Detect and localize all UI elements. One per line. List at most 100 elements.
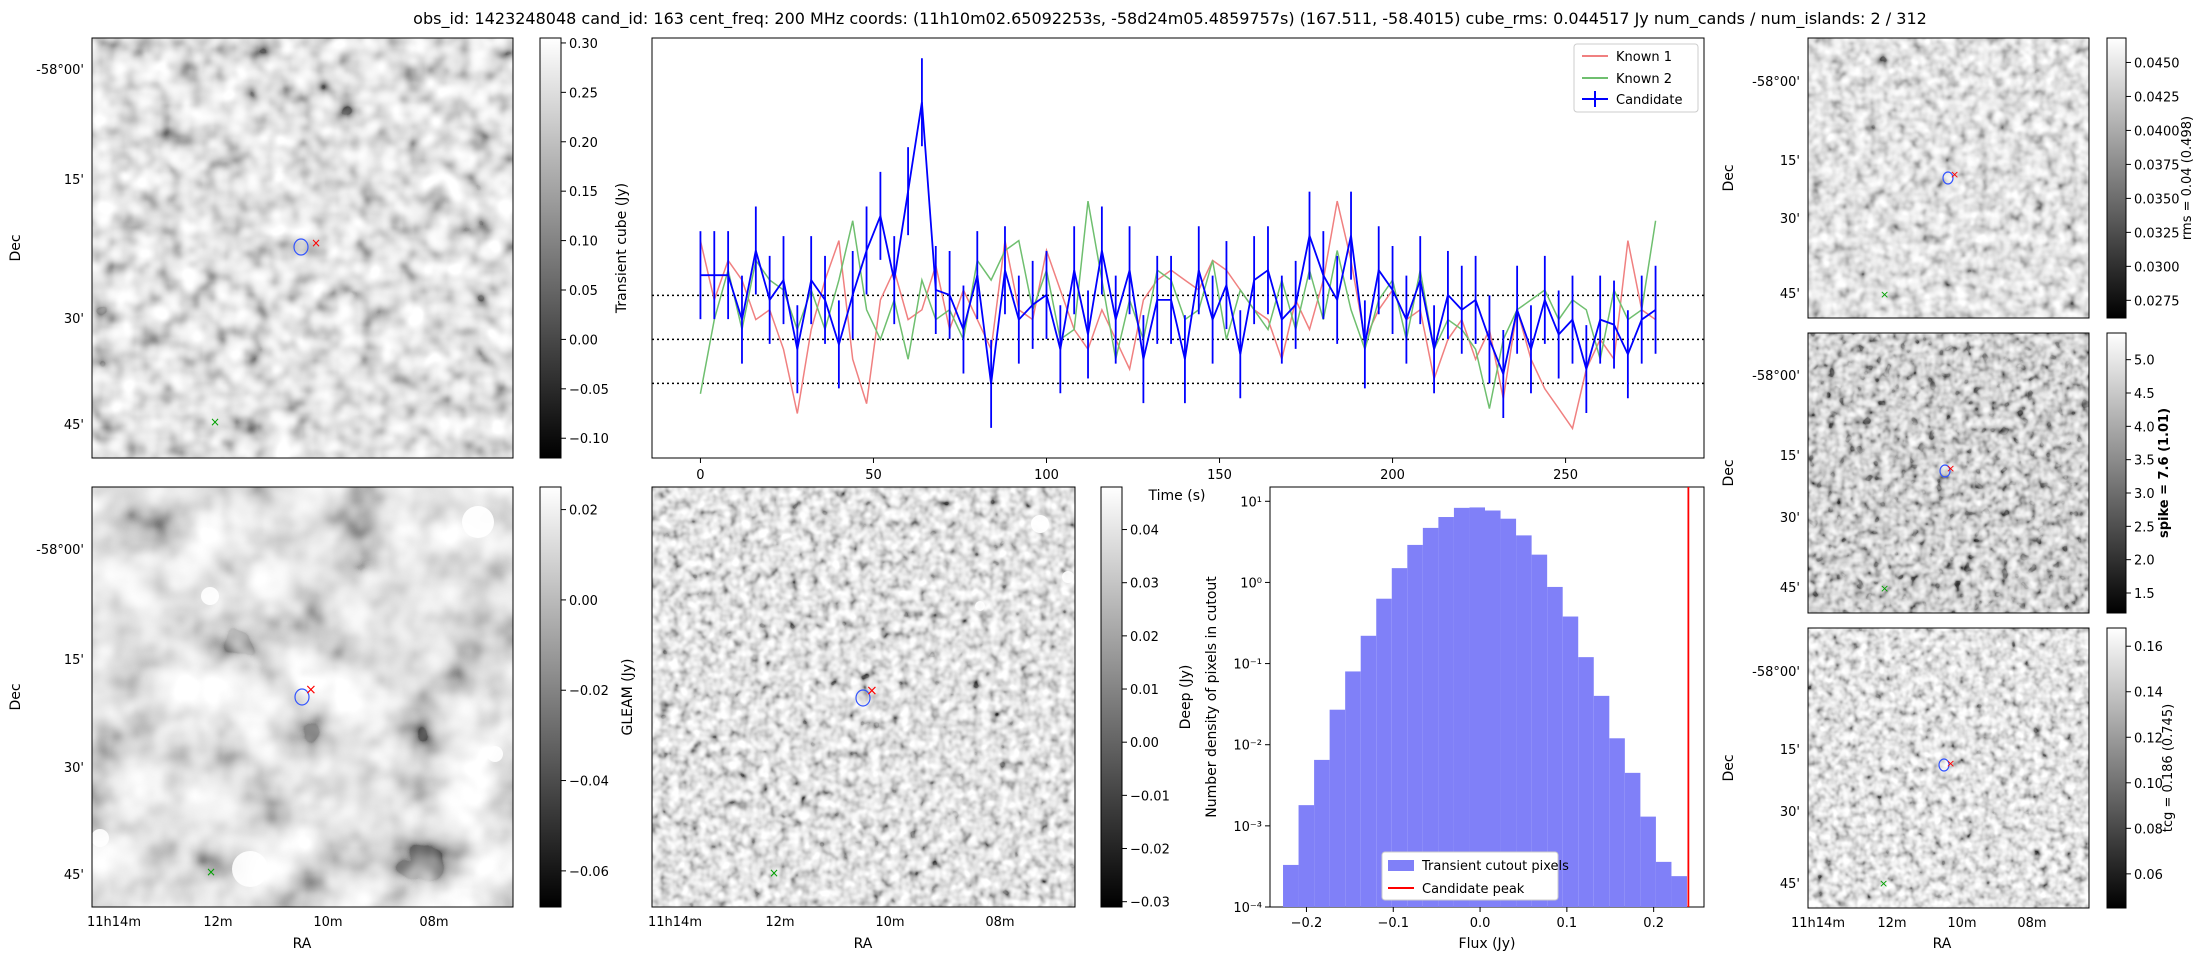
legend-transient-pixels: Transient cutout pixels (1421, 859, 1569, 874)
rms-colorbar-label: rms = 0.04 (0.498) (2180, 116, 2195, 240)
dec-axis-label: Dec (8, 683, 24, 710)
colorbar-tick-label: 0.10 (2134, 777, 2163, 792)
known-source-cross: × (210, 415, 220, 429)
spike-colorbar-label: spike = 7.6 (1.01) (2157, 408, 2172, 538)
colorbar-tcg: 0.06 0.08 0.10 0.12 0.14 0.16 tcg = 0.186 (0.… (2106, 627, 2176, 909)
candidate-ellipse (1942, 171, 1954, 185)
histogram-bar (1547, 586, 1563, 907)
y-tick-label: 10⁻¹ (1233, 658, 1262, 673)
histogram-bar (1609, 738, 1625, 907)
histogram-bar (1453, 507, 1470, 907)
legend-candidate: Candidate (1616, 93, 1682, 108)
colorbar-tick-label: −0.03 (1130, 896, 1170, 911)
histogram-bar (1516, 535, 1532, 907)
series-line-known-1 (699, 200, 1657, 431)
histogram-bar (1640, 816, 1656, 907)
ra-tick: 08m (985, 915, 1014, 930)
dec-tick: -58°00' (1752, 665, 1800, 680)
ra-tick: 10m (1947, 916, 1976, 931)
rms-image-panel: × × Dec -58°00' 15' 30' 45' (1721, 37, 2090, 319)
histogram-panel: −0.2 −0.1 0.0 0.1 0.210⁻⁴10⁻³10⁻²10⁻¹10⁰10¹ … (1204, 486, 1705, 952)
histogram-bar (1578, 657, 1594, 907)
histogram-bar (1671, 876, 1687, 907)
y-tick-label: 10⁰ (1240, 576, 1262, 591)
dec-tick: -58°00' (36, 543, 84, 558)
histogram-bar (1593, 695, 1610, 907)
candidate-ellipse (1938, 758, 1950, 772)
histogram-bar (1360, 635, 1377, 907)
dec-tick: 15' (64, 653, 84, 668)
colorbar-tick-label: 0.02 (569, 504, 598, 519)
histogram-bar (1562, 616, 1579, 907)
colorbar-tick-label: −0.02 (1130, 843, 1170, 858)
x-tick-label: 0.2 (1643, 916, 1664, 931)
known-source-cross: × (1879, 877, 1888, 890)
colorbar-tick-label: −0.04 (569, 775, 609, 790)
dec-tick: 30' (64, 761, 84, 776)
colorbar-tick-label: 0.04 (1130, 524, 1159, 539)
colorbar-tick-label: 4.5 (2134, 387, 2155, 402)
colorbar-tick-label: 2.5 (2134, 520, 2155, 535)
dec-tick: 15' (1780, 154, 1800, 169)
colorbar-tick-label: 0.0275 (2134, 294, 2180, 309)
deep-image-panel: × × 11h14m 12m 10m 08m RA (648, 486, 1076, 952)
y-tick-label: 10⁻⁴ (1233, 901, 1262, 916)
gleam-image-panel: × × Dec -58°00' 15' 30' 45' 11h14m 12m 1… (8, 486, 514, 952)
ra-tick: 12m (1877, 916, 1906, 931)
candidate-cross: × (311, 236, 321, 250)
dec-tick: -58°00' (36, 63, 84, 78)
colorbar-tick-label: −0.10 (569, 432, 609, 447)
colorbar-tick-label: 3.0 (2134, 487, 2155, 502)
colorbar-deep: −0.03 −0.02 −0.01 0.00 0.01 0.02 0.03 0.04 Deep… (1100, 486, 1194, 911)
candidate-cross: × (1950, 168, 1959, 181)
spike-image-panel: × × Dec -58°00' 15' 30' 45' (1721, 332, 2090, 614)
colorbar-tick-label: 0.00 (569, 333, 598, 348)
ra-tick: 11h14m (1791, 916, 1845, 931)
colorbar-tick-label: 0.16 (2134, 640, 2163, 655)
colorbar-tick-label: −0.06 (569, 865, 609, 880)
known-source-cross: × (769, 866, 779, 880)
colorbar-tick-label: 2.0 (2134, 554, 2155, 569)
colorbar-tick-label: 0.12 (2134, 731, 2163, 746)
series-line-candidate (700, 102, 1657, 385)
dec-tick: 45' (1780, 287, 1800, 302)
colorbar-tick-label: 0.06 (2134, 868, 2163, 883)
colorbar-tick-label: 1.5 (2134, 587, 2155, 602)
histogram-bar (1500, 518, 1517, 907)
ra-tick: 11h14m (87, 915, 141, 930)
legend-known-1: Known 1 (1616, 50, 1672, 65)
colorbar-tick-label: 3.5 (2134, 454, 2155, 469)
colorbar-tick-label: 0.20 (569, 136, 598, 151)
y-tick-label: 10⁻² (1233, 739, 1262, 754)
dec-axis-label: Dec (1721, 164, 1737, 191)
dec-tick: -58°00' (1752, 369, 1800, 384)
histogram-ylabel: Number density of pixels in cutout (1204, 576, 1220, 818)
candidate-cross: × (1946, 757, 1955, 770)
x-tick-label: 50 (865, 468, 882, 483)
dec-tick: 45' (64, 418, 84, 433)
cube-image-panel: × × Dec -58°00' 15' 30' 45' (8, 37, 514, 459)
colorbar-tick-label: −0.02 (569, 684, 609, 699)
colorbar-rms: 0.0275 0.0300 0.0325 0.0350 0.0375 0.0400 0.04… (2106, 37, 2195, 319)
colorbar-tick-label: 0.0325 (2134, 226, 2180, 241)
candidate-cross: × (866, 683, 878, 699)
x-tick-label: 0.0 (1470, 916, 1491, 931)
x-tick-label: 200 (1380, 468, 1405, 483)
x-tick-label: 0 (696, 468, 704, 483)
histogram-bar (1469, 507, 1486, 907)
candidate-ellipse (293, 238, 309, 256)
dec-tick: 30' (1780, 805, 1800, 820)
dec-axis-label: Dec (1721, 459, 1737, 486)
colorbar-tick-label: 0.00 (569, 594, 598, 609)
deep-colorbar-label: Deep (Jy) (1178, 665, 1194, 730)
ra-axis-label: RA (854, 936, 873, 952)
dec-tick: 45' (1780, 877, 1800, 892)
ra-tick: 08m (2017, 916, 2046, 931)
colorbar-tick-label: 0.30 (569, 37, 598, 52)
lightcurve-ylabel: Transient cube (Jy) (614, 183, 630, 314)
figure-title: obs_id: 1423248048 cand_id: 163 cent_fre… (413, 9, 1927, 29)
tcg-image-panel: × × Dec -58°00' 15' 30' 45' 11h14m 12m 1… (1721, 627, 2090, 952)
rms-image (1808, 38, 2089, 318)
histogram-xlabel: Flux (Jy) (1459, 936, 1516, 952)
